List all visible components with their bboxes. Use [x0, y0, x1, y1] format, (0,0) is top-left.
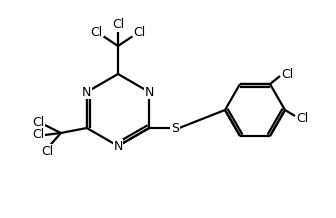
Text: Cl: Cl: [32, 116, 44, 129]
Text: S: S: [171, 121, 179, 135]
Text: Cl: Cl: [133, 26, 145, 39]
Text: N: N: [144, 85, 154, 99]
Text: Cl: Cl: [112, 18, 124, 31]
Text: Cl: Cl: [42, 145, 54, 158]
Text: Cl: Cl: [281, 68, 294, 80]
Text: N: N: [82, 85, 91, 99]
Text: Cl: Cl: [90, 26, 103, 39]
Text: N: N: [113, 140, 123, 153]
Text: Cl: Cl: [32, 128, 44, 141]
Text: Cl: Cl: [296, 111, 309, 124]
